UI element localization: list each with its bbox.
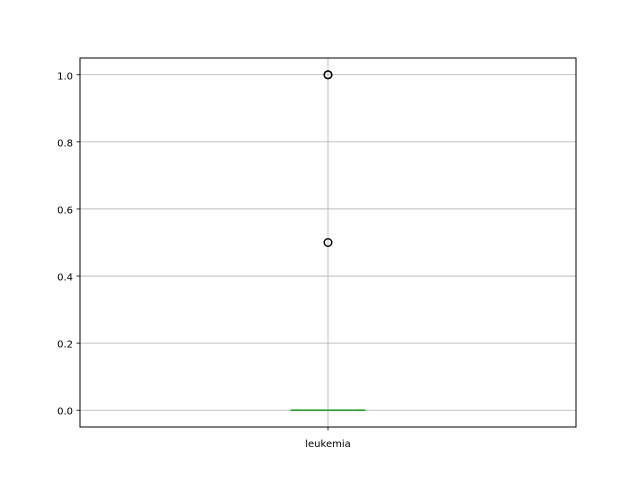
y-tick-label: 0.8 (57, 138, 73, 149)
axis-ticks: 0.0 0.2 0.4 0.6 0.8 1.0 leukemia (57, 71, 351, 450)
y-tick-label: 0.4 (57, 273, 73, 284)
grid-lines (80, 58, 576, 427)
box-plot-marks (290, 70, 366, 412)
x-tick-label: leukemia (305, 439, 351, 450)
y-tick-label: 1.0 (57, 71, 73, 82)
outlier-point (323, 70, 333, 80)
outlier-point (323, 237, 333, 247)
y-tick-label: 0.2 (57, 340, 73, 351)
y-tick-label: 0.0 (57, 407, 73, 418)
y-tick-label: 0.6 (57, 205, 73, 216)
